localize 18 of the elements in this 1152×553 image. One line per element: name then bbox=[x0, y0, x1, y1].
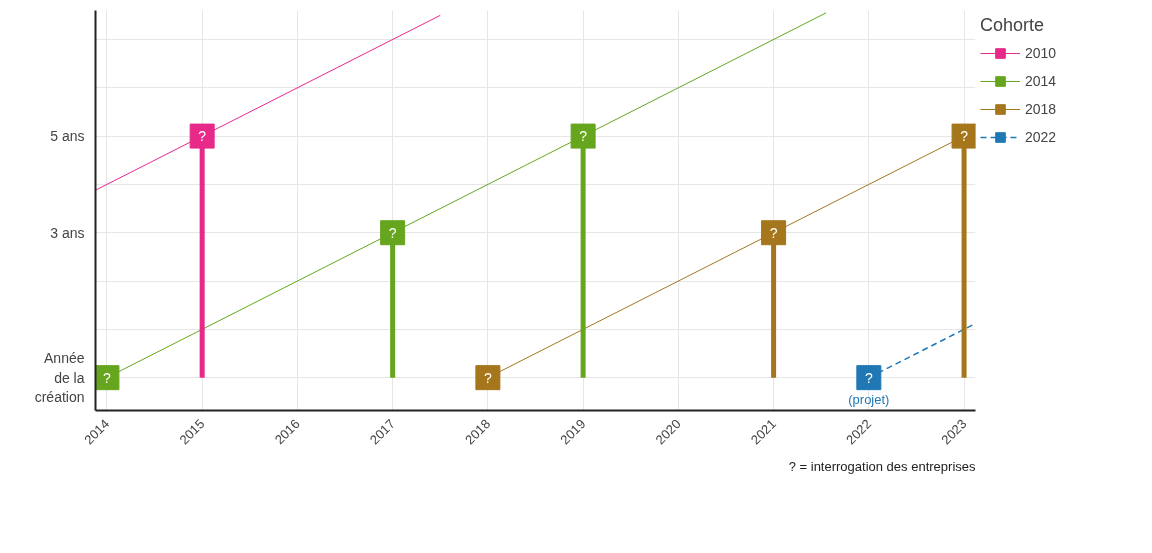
data-label: ? bbox=[769, 224, 778, 241]
text: ? = interrogation des entreprises bbox=[788, 458, 976, 474]
legend-label: 2022 bbox=[1025, 129, 1057, 145]
data-label: ? bbox=[388, 224, 397, 241]
legend-label: 2018 bbox=[1025, 101, 1057, 117]
data-label: ? bbox=[579, 128, 588, 145]
data-label: ? bbox=[960, 128, 969, 145]
y-tick-label: 5 ans bbox=[50, 128, 85, 145]
data-label: ? bbox=[864, 369, 873, 386]
legend-label: 2014 bbox=[1025, 73, 1057, 89]
legend-label: 2010 bbox=[1025, 45, 1057, 61]
data-label: ? bbox=[483, 369, 492, 386]
y-tick-label: Année de la création bbox=[34, 350, 85, 405]
legend-title: Cohorte bbox=[980, 15, 1046, 36]
annotation: (projet) bbox=[848, 392, 890, 408]
data-label: ? bbox=[103, 369, 112, 386]
y-tick-label: 3 ans bbox=[50, 224, 85, 241]
data-label: ? bbox=[198, 128, 207, 145]
